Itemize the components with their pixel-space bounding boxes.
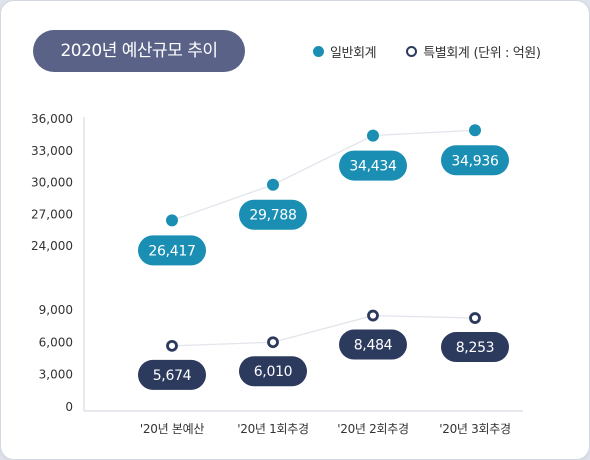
general-account-data-label: 29,788 [249, 208, 296, 224]
legend-unit: (단위 : 억원) [473, 45, 541, 61]
y-tick-label: 24,000 [31, 239, 73, 253]
x-tick-label: '20년 2회추경 [337, 422, 408, 436]
x-tick-label: '20년 3회추경 [439, 422, 510, 436]
special-account-data-label-pill [239, 356, 307, 387]
general-account-data-label-pill [138, 235, 206, 266]
special-account-line [171, 314, 476, 347]
y-tick-label: 33,000 [31, 144, 73, 158]
special-account-point [267, 336, 279, 349]
special-account-data-label: 8,253 [456, 340, 495, 356]
x-tick-label: '20년 본예산 [140, 422, 204, 436]
general-account-data-label-pill [239, 199, 307, 230]
y-tick-label: 27,000 [31, 207, 73, 221]
general-account-point [166, 214, 178, 227]
special-account-data-label: 5,674 [153, 368, 192, 384]
special-account-data-label-pill [138, 359, 206, 390]
general-account-point [469, 124, 481, 137]
general-account-data-label: 34,434 [349, 159, 397, 175]
special-account-data-label-pill [441, 332, 509, 363]
special-account-data-label-pill [339, 329, 407, 360]
legend-label-special: 특별회계 [423, 45, 470, 61]
special-account-data-label: 6,010 [254, 364, 293, 380]
general-account-data-label: 26,417 [148, 243, 195, 259]
legend-label-general: 일반회계 [330, 45, 377, 61]
special-account-point [166, 339, 178, 352]
general-account-line [171, 129, 476, 222]
general-account-data-label-pill [339, 150, 407, 181]
y-tick-label: 3,000 [39, 368, 73, 382]
general-account-marker-icon [313, 45, 324, 57]
x-tick-label: '20년 1회추경 [237, 422, 308, 436]
general-account-data-label-pill [441, 145, 509, 176]
chart-title: 2020년 예산규모 추이 [33, 30, 245, 72]
general-account-point [367, 129, 379, 142]
special-account-data-label: 8,484 [354, 338, 393, 354]
y-tick-label: 36,000 [31, 112, 73, 126]
special-account-point [367, 309, 379, 322]
special-account-marker-icon [406, 45, 418, 57]
y-tick-label: 0 [65, 400, 73, 414]
y-tick-label: 30,000 [31, 176, 73, 190]
legend: 일반회계 특별회계 (단위 : 억원) [313, 41, 541, 61]
general-account-data-label: 34,936 [451, 153, 499, 169]
special-account-point [469, 312, 481, 324]
general-account-point [267, 178, 279, 191]
y-tick-label: 6,000 [39, 335, 73, 349]
y-tick-label: 9,000 [39, 303, 73, 317]
